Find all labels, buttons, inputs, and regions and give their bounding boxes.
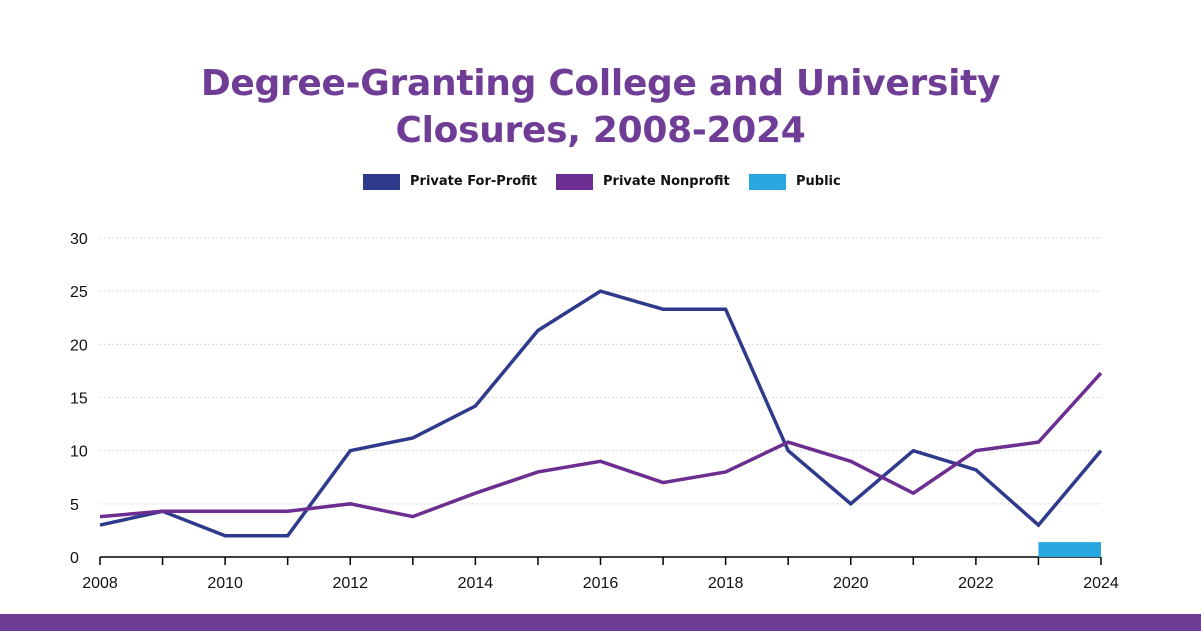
y-tick-label-10: 10 (70, 444, 88, 461)
y-tick-label-5: 5 (70, 497, 79, 514)
legend-label-public: Public (796, 174, 841, 189)
x-tick-label-2024: 2024 (1083, 575, 1119, 592)
x-tick-label-2012: 2012 (332, 575, 368, 592)
chart-title-line-1: Degree-Granting College and University (200, 63, 1001, 104)
bar-public (1038, 542, 1101, 557)
legend: Private For-Profit Private Nonprofit Pub… (0, 173, 1201, 193)
tick-labels: 0 5 10 15 20 25 30 2008 2010 2012 2014 2016 2018 2020… (70, 231, 1119, 592)
y-tick-label-30: 30 (70, 231, 88, 248)
legend-swatch-private-for-profit (363, 174, 400, 190)
legend-swatch-public (749, 174, 786, 190)
x-tick-label-2022: 2022 (958, 575, 994, 592)
series-lines (99, 289, 1103, 538)
series-line-private-for-profit (99, 289, 1103, 538)
chart-title: Degree-Granting College and University C… (0, 60, 1201, 154)
bars (1038, 542, 1101, 557)
x-tick-label-2014: 2014 (458, 575, 494, 592)
x-tick-label-2010: 2010 (207, 575, 243, 592)
legend-label-private-for-profit: Private For-Profit (410, 174, 538, 189)
y-tick-label-15: 15 (70, 391, 88, 408)
legend-swatch-private-nonprofit (556, 174, 593, 190)
y-tick-label-25: 25 (70, 284, 88, 301)
y-tick-label-0: 0 (70, 550, 79, 567)
series-line-private-nonprofit (99, 371, 1103, 519)
x-tick-label-2020: 2020 (833, 575, 869, 592)
x-tick-label-2008: 2008 (82, 575, 118, 592)
legend-label-private-nonprofit: Private Nonprofit (603, 174, 730, 189)
axes (99, 556, 1102, 565)
x-tick-label-2018: 2018 (708, 575, 744, 592)
x-tick-label-2016: 2016 (583, 575, 619, 592)
y-tick-label-20: 20 (70, 337, 88, 354)
footer-band (0, 614, 1201, 631)
chart-title-line-2: Closures, 2008-2024 (395, 110, 806, 151)
